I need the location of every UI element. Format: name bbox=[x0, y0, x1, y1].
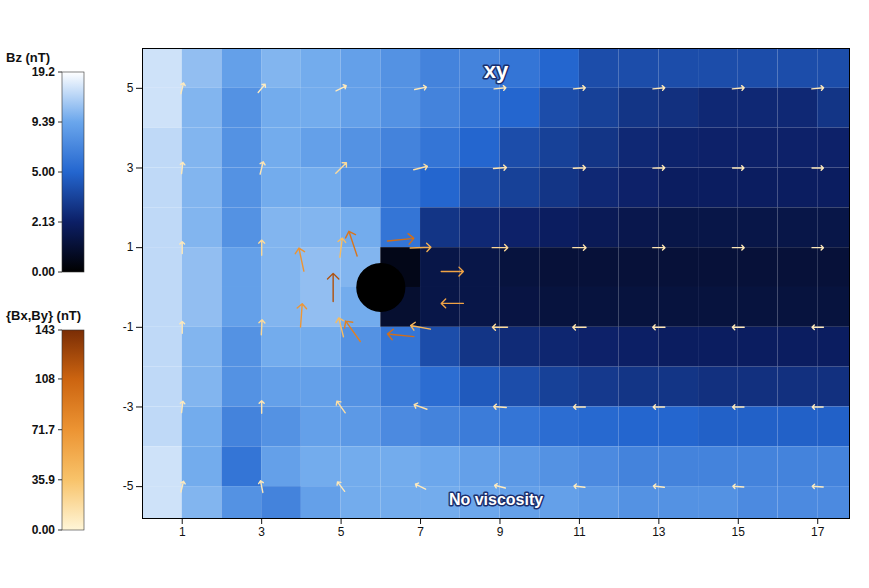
svg-text:-3: -3 bbox=[123, 400, 134, 414]
svg-text:-1: -1 bbox=[123, 320, 134, 334]
svg-text:11: 11 bbox=[573, 525, 586, 539]
svg-text:{Bx,By} (nT): {Bx,By} (nT) bbox=[6, 308, 81, 323]
svg-text:108: 108 bbox=[35, 372, 55, 386]
svg-text:19.2: 19.2 bbox=[32, 65, 56, 79]
svg-text:1: 1 bbox=[179, 525, 186, 539]
svg-text:xy: xy bbox=[484, 58, 509, 83]
svg-text:35.9: 35.9 bbox=[32, 473, 56, 487]
svg-text:2.13: 2.13 bbox=[32, 215, 56, 229]
svg-text:3: 3 bbox=[258, 525, 265, 539]
svg-text:13: 13 bbox=[652, 525, 666, 539]
svg-text:15: 15 bbox=[732, 525, 746, 539]
svg-text:0.00: 0.00 bbox=[32, 265, 56, 279]
svg-text:71.7: 71.7 bbox=[32, 423, 56, 437]
svg-text:5.00: 5.00 bbox=[32, 165, 56, 179]
svg-text:143: 143 bbox=[35, 323, 55, 337]
svg-text:5: 5 bbox=[127, 81, 134, 95]
svg-text:9.39: 9.39 bbox=[32, 115, 56, 129]
svg-text:9: 9 bbox=[497, 525, 504, 539]
svg-text:Bz (nT): Bz (nT) bbox=[6, 50, 50, 65]
svg-text:1: 1 bbox=[127, 240, 134, 254]
svg-text:No viscosity: No viscosity bbox=[449, 491, 543, 508]
svg-text:5: 5 bbox=[338, 525, 345, 539]
svg-text:0.00: 0.00 bbox=[32, 523, 56, 537]
svg-text:-5: -5 bbox=[123, 479, 134, 493]
svg-text:17: 17 bbox=[811, 525, 825, 539]
svg-text:3: 3 bbox=[127, 161, 134, 175]
svg-text:7: 7 bbox=[417, 525, 424, 539]
